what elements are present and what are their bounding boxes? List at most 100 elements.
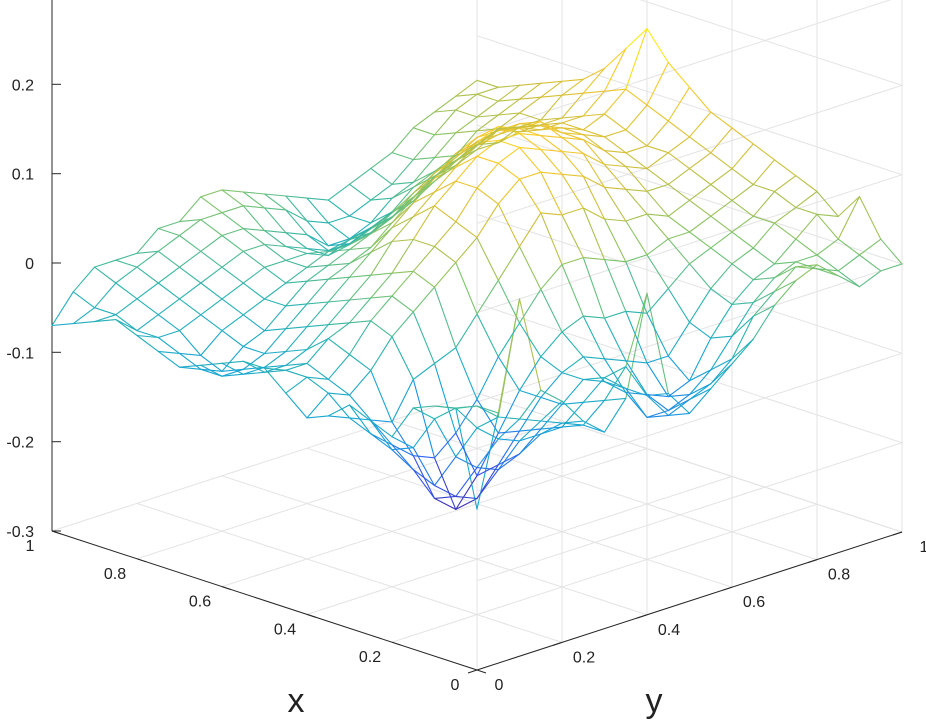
mesh-edge — [221, 234, 244, 252]
mesh-edge — [221, 362, 244, 375]
mesh-edge — [731, 301, 754, 337]
mesh-edge — [603, 48, 627, 69]
mesh-edge — [306, 338, 329, 364]
mesh-edge — [476, 467, 499, 471]
mesh-edge — [136, 334, 159, 339]
mesh-edge — [433, 109, 457, 136]
mesh-edge — [540, 135, 563, 153]
mesh-edge — [518, 124, 542, 128]
mesh-edge — [582, 315, 606, 360]
mesh-edge — [476, 432, 499, 477]
mesh-edge — [348, 297, 372, 301]
mesh-edge — [178, 366, 202, 370]
mesh-edge — [688, 136, 712, 154]
mesh-edge — [412, 455, 436, 459]
mesh-edge — [518, 178, 542, 214]
mesh-edge — [773, 190, 797, 208]
mesh-edge — [263, 364, 287, 368]
mesh-edge — [773, 175, 797, 193]
mesh-edge — [391, 159, 414, 185]
mesh-edge — [540, 171, 563, 216]
mesh-edge — [370, 240, 393, 276]
mesh-edge — [625, 310, 648, 364]
mesh-edge — [518, 96, 542, 100]
mesh-edge — [646, 362, 669, 398]
mesh-edge — [433, 484, 457, 497]
mesh-edge — [327, 415, 351, 419]
mesh-edge — [348, 222, 372, 240]
mesh-edge — [518, 146, 542, 151]
mesh-edge — [476, 187, 499, 205]
mesh-edge — [370, 240, 393, 253]
mesh-edge — [221, 250, 244, 268]
mesh-edge — [178, 234, 202, 252]
mesh-edge — [518, 428, 542, 455]
mesh-edge — [667, 394, 691, 412]
mesh-edge — [200, 368, 223, 372]
mesh-edge — [200, 189, 223, 198]
mesh-edge — [327, 299, 351, 303]
mesh-edge — [540, 171, 563, 175]
mesh-edge — [625, 366, 648, 397]
mesh-edge — [370, 197, 393, 224]
mesh-edge — [433, 95, 457, 113]
mesh-edge — [136, 282, 159, 300]
mesh-edge — [242, 191, 266, 209]
mesh-edge — [327, 404, 351, 417]
x-tick-label: 0.2 — [359, 649, 381, 666]
mesh-edge — [795, 261, 818, 270]
mesh-edge — [561, 92, 584, 96]
mesh-edge — [582, 420, 606, 433]
mesh-edge — [263, 328, 287, 332]
mesh-edge — [518, 389, 542, 420]
mesh-edge — [625, 391, 648, 418]
y-tick-mark — [467, 669, 478, 674]
mesh-edge — [561, 257, 584, 266]
mesh-edge — [391, 202, 414, 229]
mesh-edge — [603, 259, 627, 263]
mesh-edge — [348, 227, 372, 245]
mesh-edge — [455, 93, 478, 111]
mesh-edge — [540, 288, 563, 333]
mesh-edge — [242, 345, 266, 355]
mesh-edge — [561, 401, 584, 428]
mesh-edge — [327, 248, 351, 266]
mesh-edge — [497, 127, 521, 131]
mesh-edge — [433, 405, 457, 409]
mesh-edge — [263, 350, 287, 355]
mesh-edge — [561, 150, 584, 177]
mesh-edge — [370, 211, 393, 229]
mesh-edge — [518, 389, 542, 398]
tick-labels: 0 0.2 0.4 0.6 0.8 1 0 0.2 0.4 0.6 0.8 1 0.2 0.1 0 -0.1 -… — [6, 77, 926, 694]
mesh-edge — [540, 356, 563, 374]
mesh-edge — [455, 116, 478, 134]
mesh-edge — [263, 230, 287, 234]
mesh-edge — [348, 183, 372, 201]
mesh-edge — [221, 189, 244, 193]
mesh-edge — [667, 394, 691, 398]
mesh-edge — [327, 238, 351, 247]
mesh-edge — [646, 28, 669, 64]
z-tick-label: 0.1 — [12, 167, 34, 184]
mesh-edge — [561, 401, 584, 405]
mesh-edge — [306, 392, 329, 419]
mesh-edge — [561, 356, 584, 374]
mesh-edge — [157, 282, 181, 300]
mesh-edge — [285, 326, 308, 330]
mesh-edge — [688, 183, 712, 201]
mesh-edge — [497, 438, 521, 442]
mesh-edge — [582, 139, 606, 152]
mesh-edge — [476, 134, 499, 147]
mesh-edge — [646, 152, 669, 170]
mesh-edge — [646, 120, 669, 147]
mesh-edge — [285, 362, 308, 366]
side-wall-grid-line — [476, 303, 903, 444]
mesh-edge — [306, 197, 329, 224]
mesh-edge — [561, 315, 584, 333]
mesh-edge — [178, 196, 202, 223]
mesh-edge — [582, 152, 606, 166]
mesh-edge — [370, 183, 393, 201]
mesh-edge — [476, 405, 499, 418]
mesh-edge — [646, 394, 669, 412]
mesh-edge — [433, 159, 457, 177]
